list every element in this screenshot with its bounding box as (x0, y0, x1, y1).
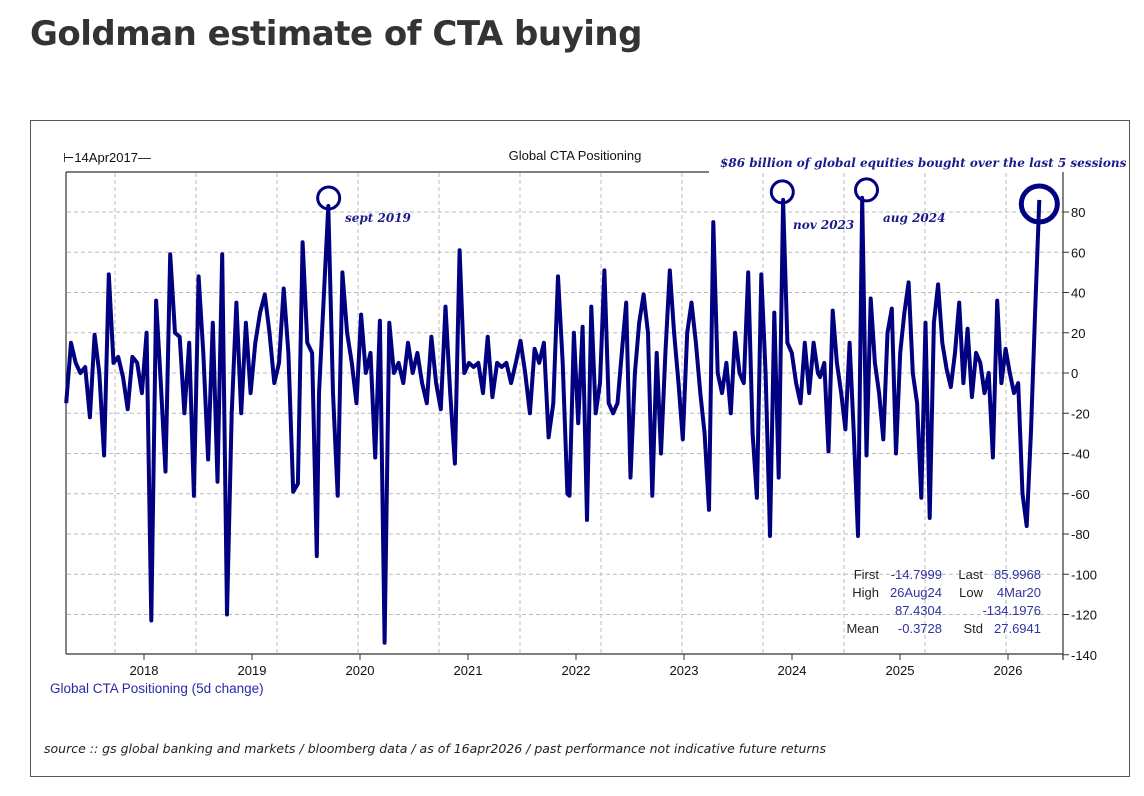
y-tick-label: 20 (1071, 326, 1085, 341)
legend-entry: Global CTA Positioning (5d change) (50, 681, 264, 696)
y-axis-ticks: 80 60 40 20 0 -20 -40 -60 -80 -100 -120 -140 (1063, 205, 1097, 663)
annotation-label-sept-2019: sept 2019 (345, 211, 412, 225)
stat-mean-label: Mean (846, 621, 879, 636)
y-tick-label: -40 (1071, 447, 1090, 462)
chart-frame (30, 120, 1130, 777)
stat-high-value: 87.4304 (895, 603, 942, 618)
stat-high-label: High (852, 585, 879, 600)
stat-low-label: Low (959, 585, 983, 600)
headline-annotation: $86 billion of global equities bought ov… (720, 156, 1127, 170)
start-date-marker: ⊢14Apr2017— (63, 150, 151, 165)
y-tick-label: 80 (1071, 205, 1085, 220)
stat-high-date: 26Aug24 (890, 585, 942, 600)
y-tick-label: 40 (1071, 286, 1085, 301)
stat-mean-value: -0.3728 (898, 621, 942, 636)
series-line-global-cta-positioning (64, 195, 1042, 645)
stat-last-label: Last (958, 567, 983, 582)
y-tick-label: 0 (1071, 366, 1078, 381)
y-tick-label: -140 (1071, 648, 1097, 663)
y-tick-label: -120 (1071, 608, 1097, 623)
x-tick-label: 2019 (238, 663, 267, 678)
stat-low-value: -134.1976 (982, 603, 1041, 618)
x-tick-label: 2018 (130, 663, 159, 678)
stat-std-label: Std (963, 621, 983, 636)
stat-last-value: 85.9968 (994, 567, 1041, 582)
annotation-circle (1018, 183, 1060, 225)
x-tick-label: 2021 (454, 663, 483, 678)
grid-lines (67, 173, 1062, 653)
x-tick-label: 2026 (994, 663, 1023, 678)
page-title: Goldman estimate of CTA buying (30, 14, 642, 54)
stat-std-value: 27.6941 (994, 621, 1041, 636)
annotation-circle (769, 179, 795, 205)
annotation-label-nov-2023: nov 2023 (793, 218, 854, 232)
y-tick-label: 60 (1071, 245, 1085, 260)
x-tick-label: 2023 (670, 663, 699, 678)
x-tick-label: 2020 (346, 663, 375, 678)
x-axis-ticks: 2018 2019 2020 2021 2022 2023 2024 2025 2026 (130, 654, 1023, 678)
stat-low-date: 4Mar20 (997, 585, 1041, 600)
annotation-circle (316, 185, 342, 211)
x-tick-label: 2022 (562, 663, 591, 678)
source-note: source :: gs global banking and markets … (44, 741, 826, 756)
y-tick-label: -100 (1071, 567, 1097, 582)
stat-first-label: First (854, 567, 880, 582)
stats-box: First -14.7999 Last 85.9968 High 26Aug24… (846, 567, 1041, 636)
x-tick-label: 2025 (886, 663, 915, 678)
annotation-circles (316, 177, 1060, 225)
y-tick-label: -20 (1071, 406, 1090, 421)
chart-title: Global CTA Positioning (509, 148, 642, 163)
x-tick-label: 2024 (778, 663, 807, 678)
annotation-circle (854, 177, 880, 203)
annotation-label-aug-2024: aug 2024 (883, 211, 945, 225)
stat-first-value: -14.7999 (891, 567, 942, 582)
y-tick-label: -60 (1071, 487, 1090, 502)
y-tick-label: -80 (1071, 527, 1090, 542)
